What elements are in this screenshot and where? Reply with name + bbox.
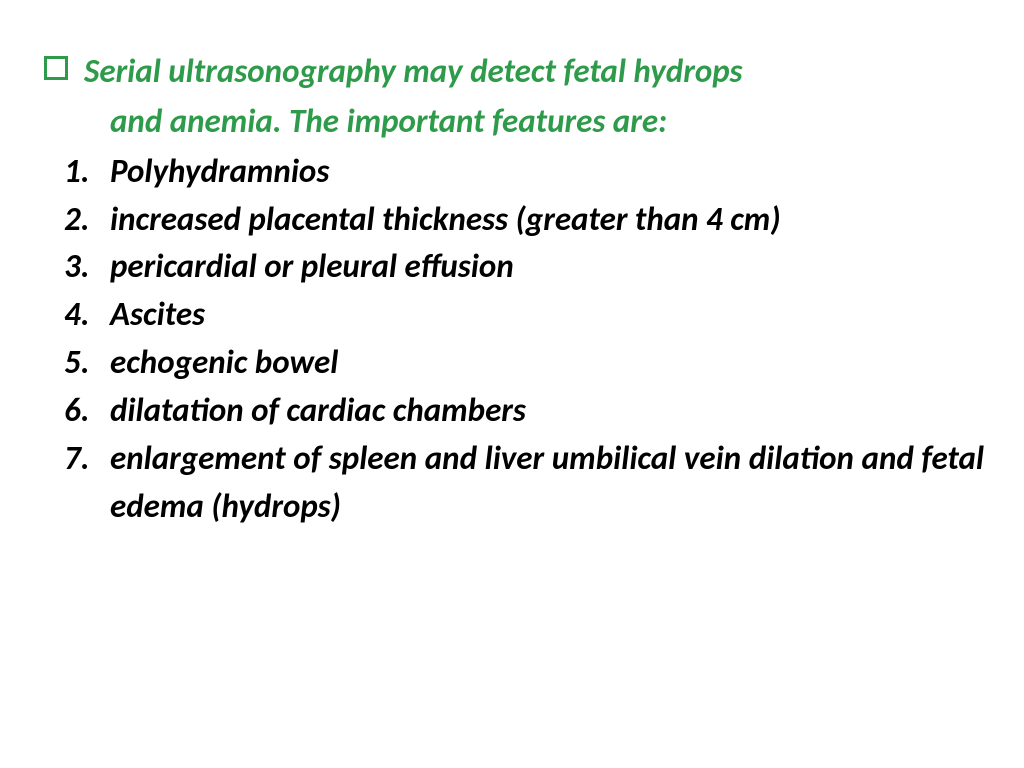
- heading-line-1: Serial ultrasonography may detect fetal …: [84, 48, 984, 96]
- list-item: 1. Polyhydramnios: [64, 148, 984, 196]
- list-number: 2.: [64, 196, 110, 244]
- numbered-list: 1. Polyhydramnios 2. increased placental…: [64, 148, 984, 531]
- list-text: increased placental thickness (greater t…: [110, 196, 984, 244]
- checkbox-bullet-icon: [44, 56, 68, 80]
- list-text: Polyhydramnios: [110, 148, 984, 196]
- list-number: 6.: [64, 387, 110, 435]
- heading-row: Serial ultrasonography may detect fetal …: [40, 48, 984, 96]
- list-number: 1.: [64, 148, 110, 196]
- list-number: 5.: [64, 339, 110, 387]
- list-number: 3.: [64, 243, 110, 291]
- list-item: 2. increased placental thickness (greate…: [64, 196, 984, 244]
- list-item: 7. enlargement of spleen and liver umbil…: [64, 435, 984, 531]
- list-text: dilatation of cardiac chambers: [110, 387, 984, 435]
- list-item: 4. Ascites: [64, 291, 984, 339]
- list-text: pericardial or pleural effusion: [110, 243, 984, 291]
- list-text: Ascites: [110, 291, 984, 339]
- heading-line-2: and anemia. The important features are:: [110, 98, 984, 146]
- list-item: 3. pericardial or pleural effusion: [64, 243, 984, 291]
- list-item: 5. echogenic bowel: [64, 339, 984, 387]
- list-text: echogenic bowel: [110, 339, 984, 387]
- list-number: 7.: [64, 435, 110, 483]
- list-number: 4.: [64, 291, 110, 339]
- list-item: 6. dilatation of cardiac chambers: [64, 387, 984, 435]
- list-text: enlargement of spleen and liver umbilica…: [110, 435, 984, 531]
